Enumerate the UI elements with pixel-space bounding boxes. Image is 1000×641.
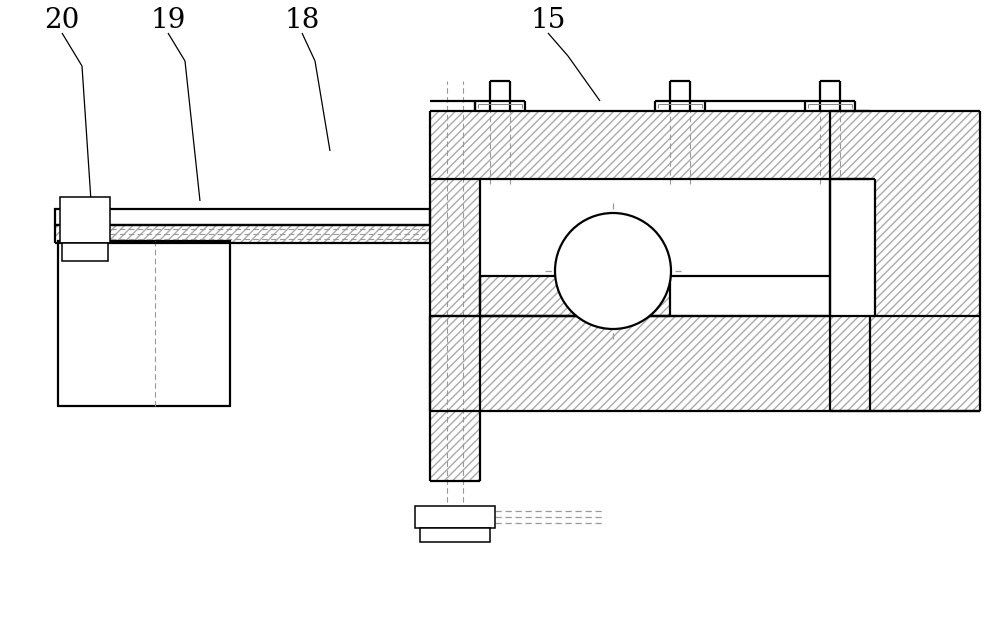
Bar bbox=[415, 506, 495, 528]
Bar bbox=[430, 101, 475, 111]
Bar bbox=[58, 241, 230, 406]
Text: 15: 15 bbox=[530, 8, 566, 35]
Bar bbox=[62, 243, 108, 261]
Bar bbox=[705, 101, 805, 111]
Bar bbox=[55, 209, 430, 225]
Text: 18: 18 bbox=[284, 8, 320, 35]
Bar bbox=[420, 528, 490, 542]
Bar bbox=[830, 111, 980, 411]
Bar bbox=[830, 179, 875, 316]
Bar bbox=[430, 316, 870, 411]
Bar bbox=[480, 276, 670, 316]
Text: 20: 20 bbox=[44, 8, 80, 35]
Bar bbox=[55, 225, 430, 243]
Text: 19: 19 bbox=[150, 8, 186, 35]
Bar bbox=[430, 179, 480, 481]
Circle shape bbox=[555, 213, 671, 329]
Bar bbox=[430, 111, 870, 179]
Bar bbox=[60, 197, 110, 243]
